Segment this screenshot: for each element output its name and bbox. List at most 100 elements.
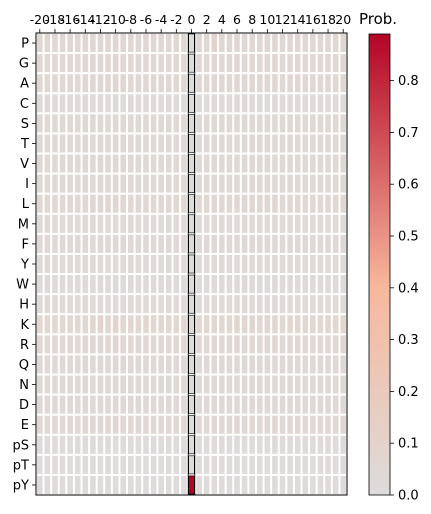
- heatmap-cell: [59, 174, 66, 193]
- heatmap-cell: [325, 475, 331, 494]
- heatmap-cell: [264, 74, 271, 93]
- heatmap-cell: [234, 335, 240, 354]
- heatmap-cell: [97, 194, 104, 213]
- heatmap-cell: [287, 134, 293, 153]
- heatmap-cell: [325, 34, 331, 53]
- heatmap-cell: [264, 315, 271, 334]
- heatmap-cell: [52, 54, 58, 73]
- heatmap-cell: [219, 214, 225, 233]
- heatmap-cell: [264, 355, 271, 374]
- heatmap-cell: [256, 275, 263, 294]
- heatmap-cell: [279, 435, 286, 454]
- heatmap-cell: [226, 194, 233, 213]
- heatmap-cell: [165, 315, 172, 334]
- heatmap-cell: [150, 114, 157, 133]
- heatmap-cell: [143, 134, 149, 153]
- heatmap-cell: [150, 355, 157, 374]
- heatmap-cell: [158, 114, 164, 133]
- heatmap-cell: [302, 254, 309, 274]
- heatmap-cell: [158, 34, 164, 53]
- heatmap-cell: [188, 174, 195, 193]
- heatmap-cell: [234, 154, 240, 173]
- heatmap-cell: [143, 194, 149, 213]
- heatmap-cell: [256, 234, 263, 253]
- heatmap-cell: [59, 455, 66, 474]
- heatmap-cell: [302, 94, 309, 113]
- heatmap-cell: [203, 355, 210, 374]
- heatmap-cell: [74, 114, 81, 133]
- heatmap-cell: [234, 415, 240, 434]
- heatmap-cell: [340, 475, 346, 494]
- heatmap-cell: [279, 134, 286, 153]
- heatmap-cell: [294, 455, 301, 474]
- heatmap-cell: [74, 94, 81, 113]
- y-tick-label: H: [19, 298, 29, 313]
- heatmap-cell: [241, 174, 248, 193]
- heatmap-cell: [105, 295, 111, 314]
- heatmap-cell: [264, 475, 271, 494]
- heatmap-cell: [264, 254, 271, 274]
- heatmap-cell: [203, 134, 210, 153]
- heatmap-cell: [82, 415, 89, 434]
- heatmap-cell: [226, 295, 233, 314]
- heatmap-cell: [128, 275, 134, 294]
- heatmap-cell: [181, 54, 187, 73]
- heatmap-cell: [44, 435, 51, 454]
- heatmap-cell: [196, 234, 202, 253]
- heatmap-cell: [112, 34, 119, 53]
- heatmap-cell: [158, 54, 164, 73]
- heatmap-cell: [181, 74, 187, 93]
- heatmap-cell: [294, 254, 301, 274]
- heatmap-cell: [150, 254, 157, 274]
- heatmap-cell: [128, 154, 134, 173]
- heatmap-cell: [59, 375, 66, 394]
- heatmap-cell: [294, 214, 301, 233]
- heatmap-cell: [90, 295, 96, 314]
- x-tick-label: -2: [170, 12, 182, 27]
- heatmap-cell: [211, 435, 218, 454]
- heatmap-cell: [203, 174, 210, 193]
- heatmap-cell: [317, 475, 324, 494]
- heatmap-cell: [90, 275, 96, 294]
- y-tick-label: Y: [20, 258, 29, 273]
- heatmap-cell: [310, 315, 316, 334]
- heatmap-cell: [325, 194, 331, 213]
- heatmap-cell: [340, 335, 346, 354]
- heatmap-cells: [37, 33, 346, 495]
- heatmap-cell: [120, 475, 127, 494]
- heatmap-cell: [82, 194, 89, 213]
- colorbar-tick-label: 0.1: [398, 437, 419, 452]
- heatmap-cell: [302, 295, 309, 314]
- y-tick-label: G: [19, 57, 29, 72]
- heatmap-cell: [325, 315, 331, 334]
- heatmap-cell: [264, 194, 271, 213]
- heatmap-cell: [150, 34, 157, 53]
- heatmap-cell: [188, 355, 195, 374]
- heatmap-cell: [82, 54, 89, 73]
- heatmap-cell: [150, 435, 157, 454]
- heatmap-cell: [241, 214, 248, 233]
- heatmap-cell: [256, 295, 263, 314]
- heatmap-cell: [67, 134, 73, 153]
- heatmap-cell: [120, 54, 127, 73]
- heatmap-cell: [226, 174, 233, 193]
- y-tick-label: M: [18, 217, 29, 232]
- heatmap-cell: [332, 455, 339, 474]
- heatmap-cell: [150, 275, 157, 294]
- heatmap-cell: [59, 114, 66, 133]
- heatmap-cell: [249, 214, 255, 233]
- heatmap-cell: [272, 355, 278, 374]
- heatmap-cell: [173, 254, 180, 274]
- heatmap-cell: [74, 194, 81, 213]
- x-tick-label: -18: [45, 12, 65, 27]
- heatmap-cell: [219, 435, 225, 454]
- heatmap-cell: [279, 234, 286, 253]
- heatmap-cell: [44, 475, 51, 494]
- heatmap-cell: [165, 54, 172, 73]
- heatmap-cell: [181, 194, 187, 213]
- heatmap-cell: [44, 395, 51, 414]
- heatmap-cell: [325, 335, 331, 354]
- heatmap-cell: [165, 34, 172, 53]
- y-tick-label: R: [20, 338, 29, 353]
- heatmap-cell: [272, 174, 278, 193]
